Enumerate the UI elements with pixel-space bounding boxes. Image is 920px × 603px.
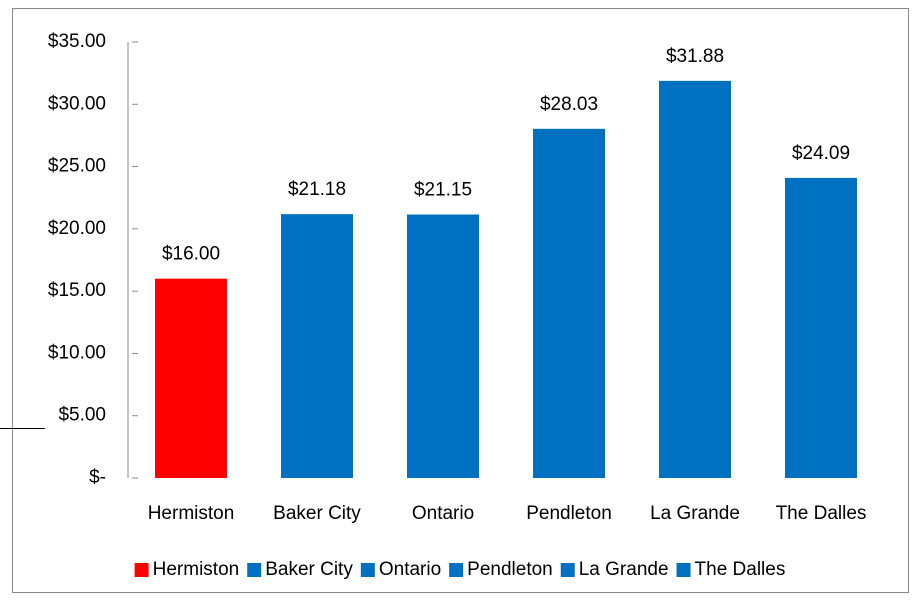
legend-swatch bbox=[247, 563, 262, 577]
y-tick-label: $15.00 bbox=[48, 280, 106, 301]
y-tick-label: $- bbox=[89, 467, 106, 488]
y-tick-label: $20.00 bbox=[48, 218, 106, 239]
legend-label: Hermiston bbox=[153, 559, 240, 580]
y-tick-label: $5.00 bbox=[58, 405, 106, 426]
legend-swatch bbox=[560, 563, 575, 577]
bar bbox=[785, 177, 857, 479]
data-label: $24.09 bbox=[792, 143, 850, 164]
data-label: $28.03 bbox=[540, 94, 598, 115]
bar bbox=[659, 80, 731, 479]
x-tick-label: Pendleton bbox=[526, 503, 612, 524]
legend-label: La Grande bbox=[579, 559, 669, 580]
legend-label: Pendleton bbox=[467, 559, 553, 580]
x-tick-label: Baker City bbox=[273, 503, 361, 524]
y-tick-label: $10.00 bbox=[48, 342, 106, 363]
bar bbox=[281, 214, 353, 478]
legend-swatch bbox=[360, 563, 375, 577]
x-tick-label: La Grande bbox=[650, 503, 740, 524]
legend-label: Baker City bbox=[265, 559, 353, 580]
y-tick-label: $35.00 bbox=[48, 31, 106, 52]
legend-swatch bbox=[449, 563, 464, 577]
y-tick-label: $25.00 bbox=[48, 156, 106, 177]
legend-swatch bbox=[134, 563, 149, 577]
x-tick-label: The Dalles bbox=[776, 503, 867, 524]
bar bbox=[155, 278, 227, 478]
legend-swatch bbox=[676, 563, 691, 577]
legend-label: The Dalles bbox=[695, 559, 786, 580]
data-label: $16.00 bbox=[162, 244, 220, 265]
bar bbox=[407, 214, 479, 478]
data-label: $31.88 bbox=[666, 46, 724, 67]
x-tick-label: Hermiston bbox=[148, 503, 235, 524]
bar bbox=[533, 128, 605, 478]
data-label: $21.18 bbox=[288, 179, 346, 200]
y-tick-label: $30.00 bbox=[48, 93, 106, 114]
x-tick-label: Ontario bbox=[412, 503, 474, 524]
data-label: $21.15 bbox=[414, 180, 472, 201]
legend-label: Ontario bbox=[379, 559, 441, 580]
